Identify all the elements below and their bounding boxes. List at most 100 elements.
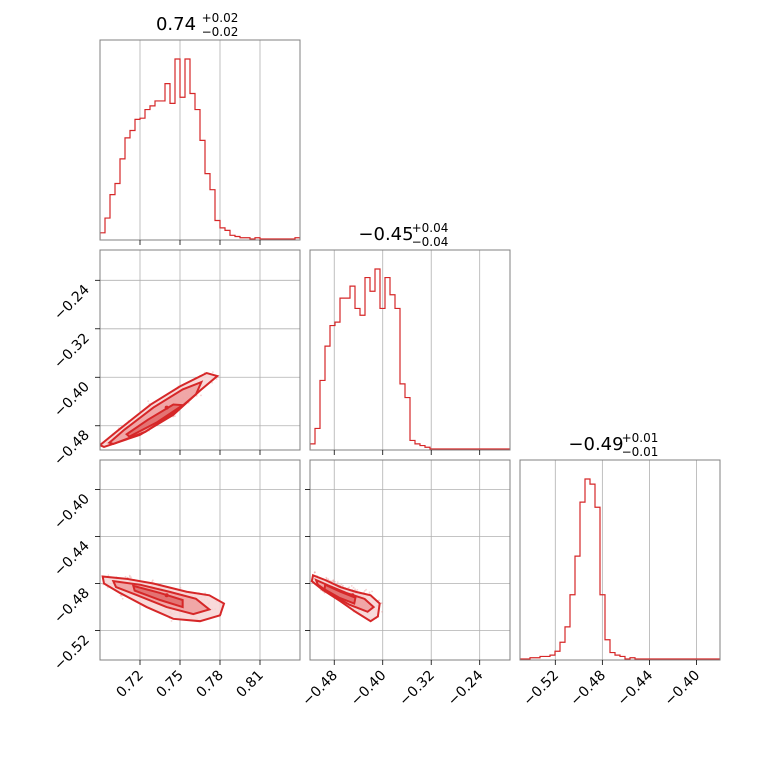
x-tick-label: 0.78 xyxy=(193,668,226,701)
scatter-point xyxy=(124,575,127,578)
scatter-point xyxy=(195,394,198,397)
x-tick-label: 0.75 xyxy=(153,668,186,701)
gridlines xyxy=(100,460,300,660)
scatter-point xyxy=(313,571,316,574)
scatter-point xyxy=(325,576,328,579)
scatter-point xyxy=(128,576,131,578)
panel-frame xyxy=(309,459,511,661)
y-tick-label: −0.48 xyxy=(51,585,93,627)
scatter-point xyxy=(152,579,154,582)
diag-title-minus: −0.04 xyxy=(412,235,449,249)
scatter-point xyxy=(347,586,350,589)
panel-content xyxy=(520,478,720,660)
scatter-point xyxy=(364,589,366,592)
contour-level-2 xyxy=(107,380,204,445)
scatter-point xyxy=(130,576,132,579)
scatter-point xyxy=(381,602,383,605)
x-tick-label: −0.48 xyxy=(299,668,341,710)
histogram-0 xyxy=(100,58,300,240)
scatter-point xyxy=(332,579,334,582)
diag-title-plus: +0.02 xyxy=(202,11,239,25)
y-tick-label: −0.52 xyxy=(51,632,93,674)
x-tick-label: 0.72 xyxy=(113,668,146,701)
panel-frame xyxy=(309,249,511,451)
panel-r1-c0 xyxy=(95,249,301,455)
gridlines xyxy=(333,250,481,450)
x-tick-label: −0.40 xyxy=(348,668,390,710)
histogram-1 xyxy=(310,268,510,450)
diag-title-minus: −0.02 xyxy=(202,25,239,39)
scatter-point xyxy=(200,394,202,397)
scatter-point xyxy=(342,584,345,587)
scatter-point xyxy=(128,574,131,577)
x-tick-label: −0.52 xyxy=(520,668,562,710)
scatter-point xyxy=(325,577,328,580)
y-tick-label: −0.44 xyxy=(51,538,93,580)
scatter-point xyxy=(332,580,335,583)
y-tick-label: −0.48 xyxy=(51,427,93,469)
scatter-point xyxy=(151,580,154,583)
scatter-point xyxy=(120,595,123,597)
scatter-point xyxy=(179,586,182,589)
scatter-point xyxy=(332,579,335,581)
y-tick-label: −0.32 xyxy=(51,330,93,372)
scatter-point xyxy=(348,586,351,589)
scatter-point xyxy=(371,590,373,593)
panel-r2-c1 xyxy=(305,459,511,665)
gridlines xyxy=(554,460,697,660)
panel-content xyxy=(310,571,383,623)
contour-level-3 xyxy=(125,403,186,438)
median-point xyxy=(164,593,169,598)
scatter-point xyxy=(340,583,343,586)
median-point xyxy=(164,405,169,410)
x-tick-label: −0.44 xyxy=(615,667,657,709)
scatter-point xyxy=(356,589,359,591)
scatter-point xyxy=(365,588,368,591)
panel-frame xyxy=(99,39,301,241)
x-tick-label: −0.24 xyxy=(445,667,487,709)
diag-title-median: −0.49 xyxy=(568,434,623,455)
x-tick-label: −0.40 xyxy=(662,668,704,710)
scatter-point xyxy=(211,371,214,374)
panel-r1-c1: −0.45+0.04−0.04 xyxy=(309,221,511,455)
y-tick-label: −0.40 xyxy=(51,491,93,533)
scatter-point xyxy=(336,582,339,585)
panel-content xyxy=(100,371,220,449)
panel-content xyxy=(101,574,226,623)
scatter-point xyxy=(350,585,353,587)
scatter-point xyxy=(119,594,122,597)
panel-r2-c0 xyxy=(95,459,301,665)
scatter-point xyxy=(170,620,173,622)
scatter-point xyxy=(215,378,218,380)
scatter-point xyxy=(368,591,371,594)
scatter-point xyxy=(378,599,380,602)
y-tick-label: −0.24 xyxy=(51,282,93,324)
diag-title-minus: −0.01 xyxy=(622,445,659,459)
scatter-point xyxy=(327,578,330,580)
panel-r2-c2: −0.49+0.01−0.01 xyxy=(519,431,721,665)
contour-level-3 xyxy=(131,584,184,609)
scatter-point xyxy=(381,610,383,613)
scatter-point xyxy=(121,597,124,600)
scatter-point xyxy=(313,571,316,574)
scatter-point xyxy=(147,400,150,403)
diag-title-median: 0.74 xyxy=(156,14,196,35)
x-tick-label: −0.48 xyxy=(568,668,610,710)
diag-title-plus: +0.04 xyxy=(412,221,449,235)
scatter-point xyxy=(336,581,339,584)
gridlines xyxy=(310,460,510,660)
panel-frame xyxy=(99,249,301,451)
scatter-point xyxy=(313,571,316,574)
scatter-point xyxy=(354,588,356,591)
scatter-point xyxy=(211,381,214,384)
x-tick-label: −0.32 xyxy=(396,668,438,710)
scatter-point xyxy=(334,580,337,583)
scatter-point xyxy=(107,574,110,577)
panel-frame xyxy=(519,459,721,661)
panel-frame xyxy=(99,459,301,661)
panel-content xyxy=(100,58,300,240)
diag-title-plus: +0.01 xyxy=(622,431,659,445)
y-tick-label: −0.40 xyxy=(51,379,93,421)
diag-title-median: −0.45 xyxy=(358,224,413,245)
